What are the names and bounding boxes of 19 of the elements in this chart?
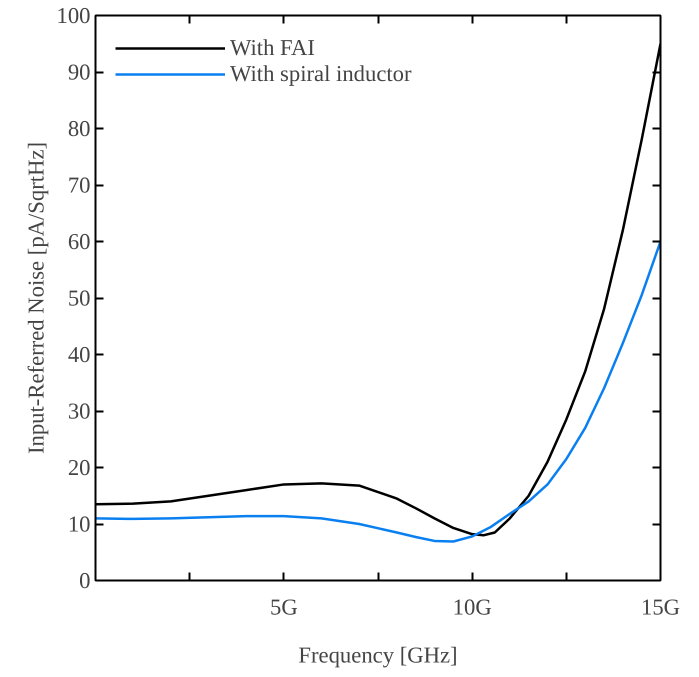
line-series <box>96 240 660 543</box>
y-tick-label: 100 <box>56 3 90 28</box>
x-tick-label: 5G <box>270 594 298 620</box>
y-tick-label: 70 <box>68 172 90 198</box>
legend-label: With FAI <box>230 35 315 61</box>
y-axis-title: Input-Referred Noise [pA/SqrtHz] <box>24 142 49 454</box>
y-tick-label: 10 <box>68 512 90 536</box>
y-tick-label: 90 <box>68 60 90 84</box>
y-tick-label: 60 <box>68 229 90 254</box>
y-tick-label: 20 <box>68 455 90 480</box>
y-tick-label: 30 <box>68 398 90 424</box>
y-tick-label: 40 <box>68 342 90 367</box>
x-tick-label: 10G <box>452 594 492 620</box>
y-tick-label: 50 <box>68 286 90 310</box>
y-tick-label: 80 <box>68 116 90 141</box>
legend-label: With spiral inductor <box>230 61 412 87</box>
y-tick-label: 0 <box>79 568 90 593</box>
x-axis-title: Frequency [GHz] <box>298 642 458 668</box>
x-tick-label: 15G <box>640 594 680 620</box>
